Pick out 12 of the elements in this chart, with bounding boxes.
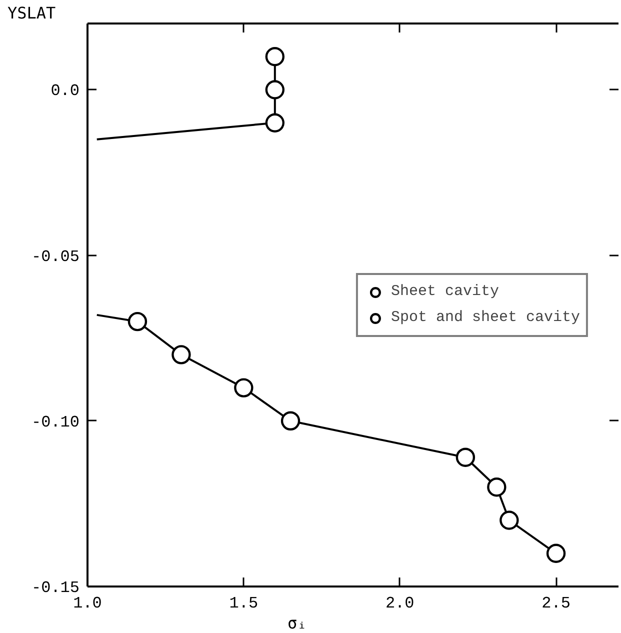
- y-tick-label: -0.05: [31, 248, 80, 266]
- x-axis-title: σᵢ: [288, 614, 307, 632]
- x-tick-label: 2.0: [385, 594, 414, 612]
- y-tick-label: 0.0: [50, 82, 80, 100]
- x-tick-label: 2.5: [542, 594, 570, 612]
- y-axis-title: YSLAT: [8, 4, 56, 22]
- x-tick-label: 1.5: [229, 594, 258, 612]
- x-tick-label: 1.0: [73, 594, 102, 612]
- y-tick-label: -0.10: [31, 413, 80, 432]
- legend-label: Sheet cavity: [390, 283, 499, 300]
- y-tick-label: -0.15: [31, 579, 80, 597]
- legend-label: Spot and sheet cavity: [390, 309, 580, 326]
